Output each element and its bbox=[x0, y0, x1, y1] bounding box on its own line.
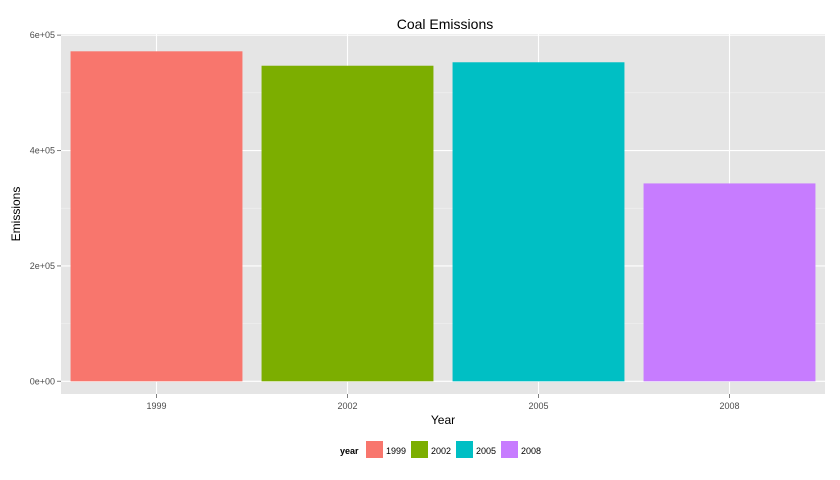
legend-key-2008 bbox=[501, 441, 518, 458]
y-tick-label: 0e+00 bbox=[30, 376, 55, 386]
bars bbox=[70, 51, 816, 382]
legend: year 1999 2002 2005 2008 bbox=[340, 441, 541, 458]
chart-title: Coal Emissions bbox=[397, 16, 493, 32]
legend-label-2008: 2008 bbox=[521, 446, 541, 456]
y-axis: 0e+00 2e+05 4e+05 6e+05 bbox=[30, 30, 61, 386]
x-tick-label: 2002 bbox=[337, 401, 357, 411]
x-tick-label: 1999 bbox=[146, 401, 166, 411]
y-tick-label: 6e+05 bbox=[30, 30, 55, 40]
legend-label-2002: 2002 bbox=[431, 446, 451, 456]
legend-title: year bbox=[340, 446, 359, 456]
bar-1999 bbox=[70, 51, 243, 382]
x-tick-label: 2005 bbox=[528, 401, 548, 411]
bar-2005 bbox=[452, 62, 625, 382]
bar-2002 bbox=[261, 65, 434, 382]
legend-key-2005 bbox=[456, 441, 473, 458]
legend-key-1999 bbox=[366, 441, 383, 458]
x-tick-label: 2008 bbox=[719, 401, 739, 411]
y-axis-title: Emissions bbox=[9, 187, 23, 242]
x-axis-title: Year bbox=[431, 413, 455, 427]
legend-key-2002 bbox=[411, 441, 428, 458]
y-tick-label: 4e+05 bbox=[30, 146, 55, 156]
legend-label-2005: 2005 bbox=[476, 446, 496, 456]
y-tick-label: 2e+05 bbox=[30, 261, 55, 271]
legend-label-1999: 1999 bbox=[386, 446, 406, 456]
x-axis: 1999 2002 2005 2008 bbox=[146, 394, 740, 411]
bar-2008 bbox=[643, 183, 816, 382]
